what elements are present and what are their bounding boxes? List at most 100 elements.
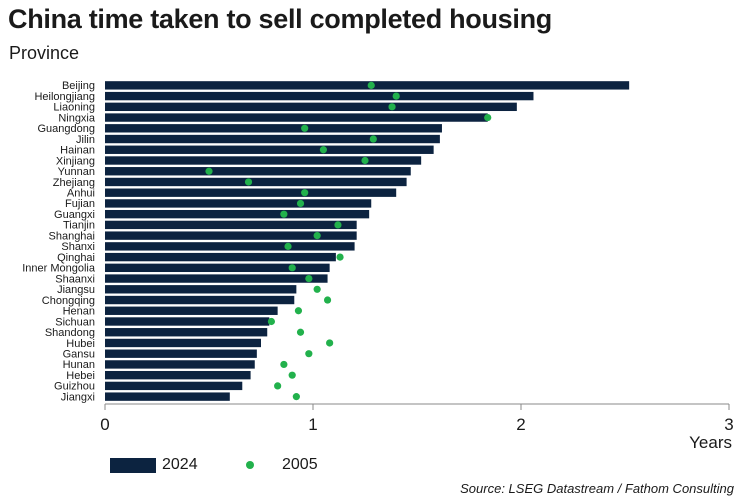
category-label-anhui: Anhui xyxy=(67,188,95,200)
bar-2024-shandong xyxy=(105,328,268,337)
bar-2024-xinjiang xyxy=(105,156,422,165)
chart-subtitle: Province xyxy=(9,43,80,63)
x-tick-label-0: 0 xyxy=(100,415,109,434)
x-tick-label-1: 1 xyxy=(308,415,317,434)
point-2005-ningxia xyxy=(484,113,492,122)
category-label-guangdong: Guangdong xyxy=(38,123,96,135)
bar-2024-sichuan xyxy=(105,317,270,326)
point-2005-hubei xyxy=(326,339,334,347)
point-2005-henan xyxy=(294,307,303,315)
bar-2024-gansu xyxy=(105,349,257,358)
point-2005-shandong xyxy=(296,328,305,336)
bar-2024-jiangxi xyxy=(105,392,230,401)
legend-item-2005: 2005 xyxy=(246,456,318,474)
bar-2024-jilin xyxy=(105,134,440,144)
bar-2024-fujian xyxy=(105,199,372,208)
point-2005-guizhou xyxy=(274,382,282,390)
point-2005-guangdong xyxy=(301,124,309,132)
point-2005-shaanxi xyxy=(305,274,313,283)
point-2005-anhui xyxy=(301,189,309,197)
category-label-tianjin: Tianjin xyxy=(63,220,95,232)
category-label-hunan: Hunan xyxy=(63,359,95,371)
legend-label-2024: 2024 xyxy=(162,456,198,473)
category-label-sichuan: Sichuan xyxy=(55,316,95,328)
category-label-yunnan: Yunnan xyxy=(58,166,95,178)
bar-2024-hubei xyxy=(105,338,261,348)
bar-2024-shanxi xyxy=(105,242,355,251)
point-2005-xinjiang xyxy=(361,156,369,165)
point-2005-hunan xyxy=(280,360,288,369)
category-label-shanxi: Shanxi xyxy=(61,241,95,253)
category-label-shanghai: Shanghai xyxy=(49,230,96,242)
category-label-guizhou: Guizhou xyxy=(54,381,95,393)
point-2005-beijing xyxy=(367,81,375,89)
category-label-hebei: Hebei xyxy=(66,370,95,382)
bar-2024-ningxia xyxy=(105,113,488,122)
category-label-hainan: Hainan xyxy=(60,145,95,157)
bar-2024-jiangsu xyxy=(105,285,297,294)
bar-2024-heilongjiang xyxy=(105,91,534,101)
category-label-shandong: Shandong xyxy=(45,327,95,339)
bar-2024-henan xyxy=(105,306,278,315)
point-2005-shanghai xyxy=(313,232,321,240)
bar-2024-qinghai xyxy=(105,252,336,262)
category-label-qinghai: Qinghai xyxy=(57,252,95,264)
bar-2024-yunnan xyxy=(105,167,411,176)
category-label-hubei: Hubei xyxy=(66,338,95,350)
legend-label-2005: 2005 xyxy=(282,456,318,473)
point-2005-tianjin xyxy=(334,221,342,229)
point-2005-zhejiang xyxy=(244,178,253,186)
chart-title: China time taken to sell completed housi… xyxy=(8,4,552,34)
category-label-jiangxi: Jiangxi xyxy=(61,391,95,403)
category-label-chongqing: Chongqing xyxy=(42,295,95,307)
point-2005-jilin xyxy=(369,135,377,143)
x-axis-label: Years xyxy=(689,433,732,452)
category-label-xinjiang: Xinjiang xyxy=(56,155,95,167)
source-note: Source: LSEG Datastream / Fathom Consult… xyxy=(460,481,734,496)
category-label-liaoning: Liaoning xyxy=(53,102,95,114)
category-label-guangxi: Guangxi xyxy=(54,209,95,221)
x-tick-label-2: 2 xyxy=(516,415,525,434)
bar-2024-shaanxi xyxy=(105,274,328,283)
legend-dot-swatch xyxy=(246,461,254,469)
bar-2024-guangdong xyxy=(105,124,442,133)
point-2005-liaoning xyxy=(388,103,396,111)
bar-2024-chongqing xyxy=(105,295,295,305)
point-2005-hebei xyxy=(288,371,296,379)
point-2005-jiangsu xyxy=(313,285,321,293)
legend-bar-swatch xyxy=(110,457,156,473)
category-label-gansu: Gansu xyxy=(63,349,95,361)
bar-2024-hainan xyxy=(105,145,434,154)
bar-2024-tianjin xyxy=(105,220,357,230)
point-2005-jiangxi xyxy=(292,393,300,401)
category-label-jilin: Jilin xyxy=(76,134,95,146)
category-label-henan: Henan xyxy=(63,306,95,318)
bar-2024-zhejiang xyxy=(105,177,407,187)
bar-2024-hebei xyxy=(105,370,251,380)
category-label-zhejiang: Zhejiang xyxy=(53,177,95,189)
legend-item-2024: 2024 xyxy=(110,456,198,474)
bar-2024-shanghai xyxy=(105,231,357,240)
bar-2024-beijing xyxy=(105,81,630,90)
category-label-inner-mongolia: Inner Mongolia xyxy=(22,263,96,275)
category-label-beijing: Beijing xyxy=(62,80,95,92)
bar-2024-inner-mongolia xyxy=(105,263,330,273)
category-label-jiangsu: Jiangsu xyxy=(57,284,95,296)
category-label-heilongjiang: Heilongjiang xyxy=(34,91,95,103)
point-2005-yunnan xyxy=(205,167,213,175)
point-2005-chongqing xyxy=(323,296,332,304)
point-2005-gansu xyxy=(305,350,313,358)
bar-2024-liaoning xyxy=(105,102,517,112)
point-2005-fujian xyxy=(296,199,305,208)
point-2005-qinghai xyxy=(336,253,344,261)
category-label-ningxia: Ningxia xyxy=(58,112,96,124)
x-tick-label-3: 3 xyxy=(724,415,733,434)
bar-2024-anhui xyxy=(105,188,397,197)
bar-2024-guangxi xyxy=(105,209,370,219)
point-2005-hainan xyxy=(319,146,327,154)
bar-2024-guizhou xyxy=(105,381,243,391)
point-2005-sichuan xyxy=(267,317,275,326)
category-label-fujian: Fujian xyxy=(65,198,95,210)
category-label-shaanxi: Shaanxi xyxy=(55,273,95,285)
